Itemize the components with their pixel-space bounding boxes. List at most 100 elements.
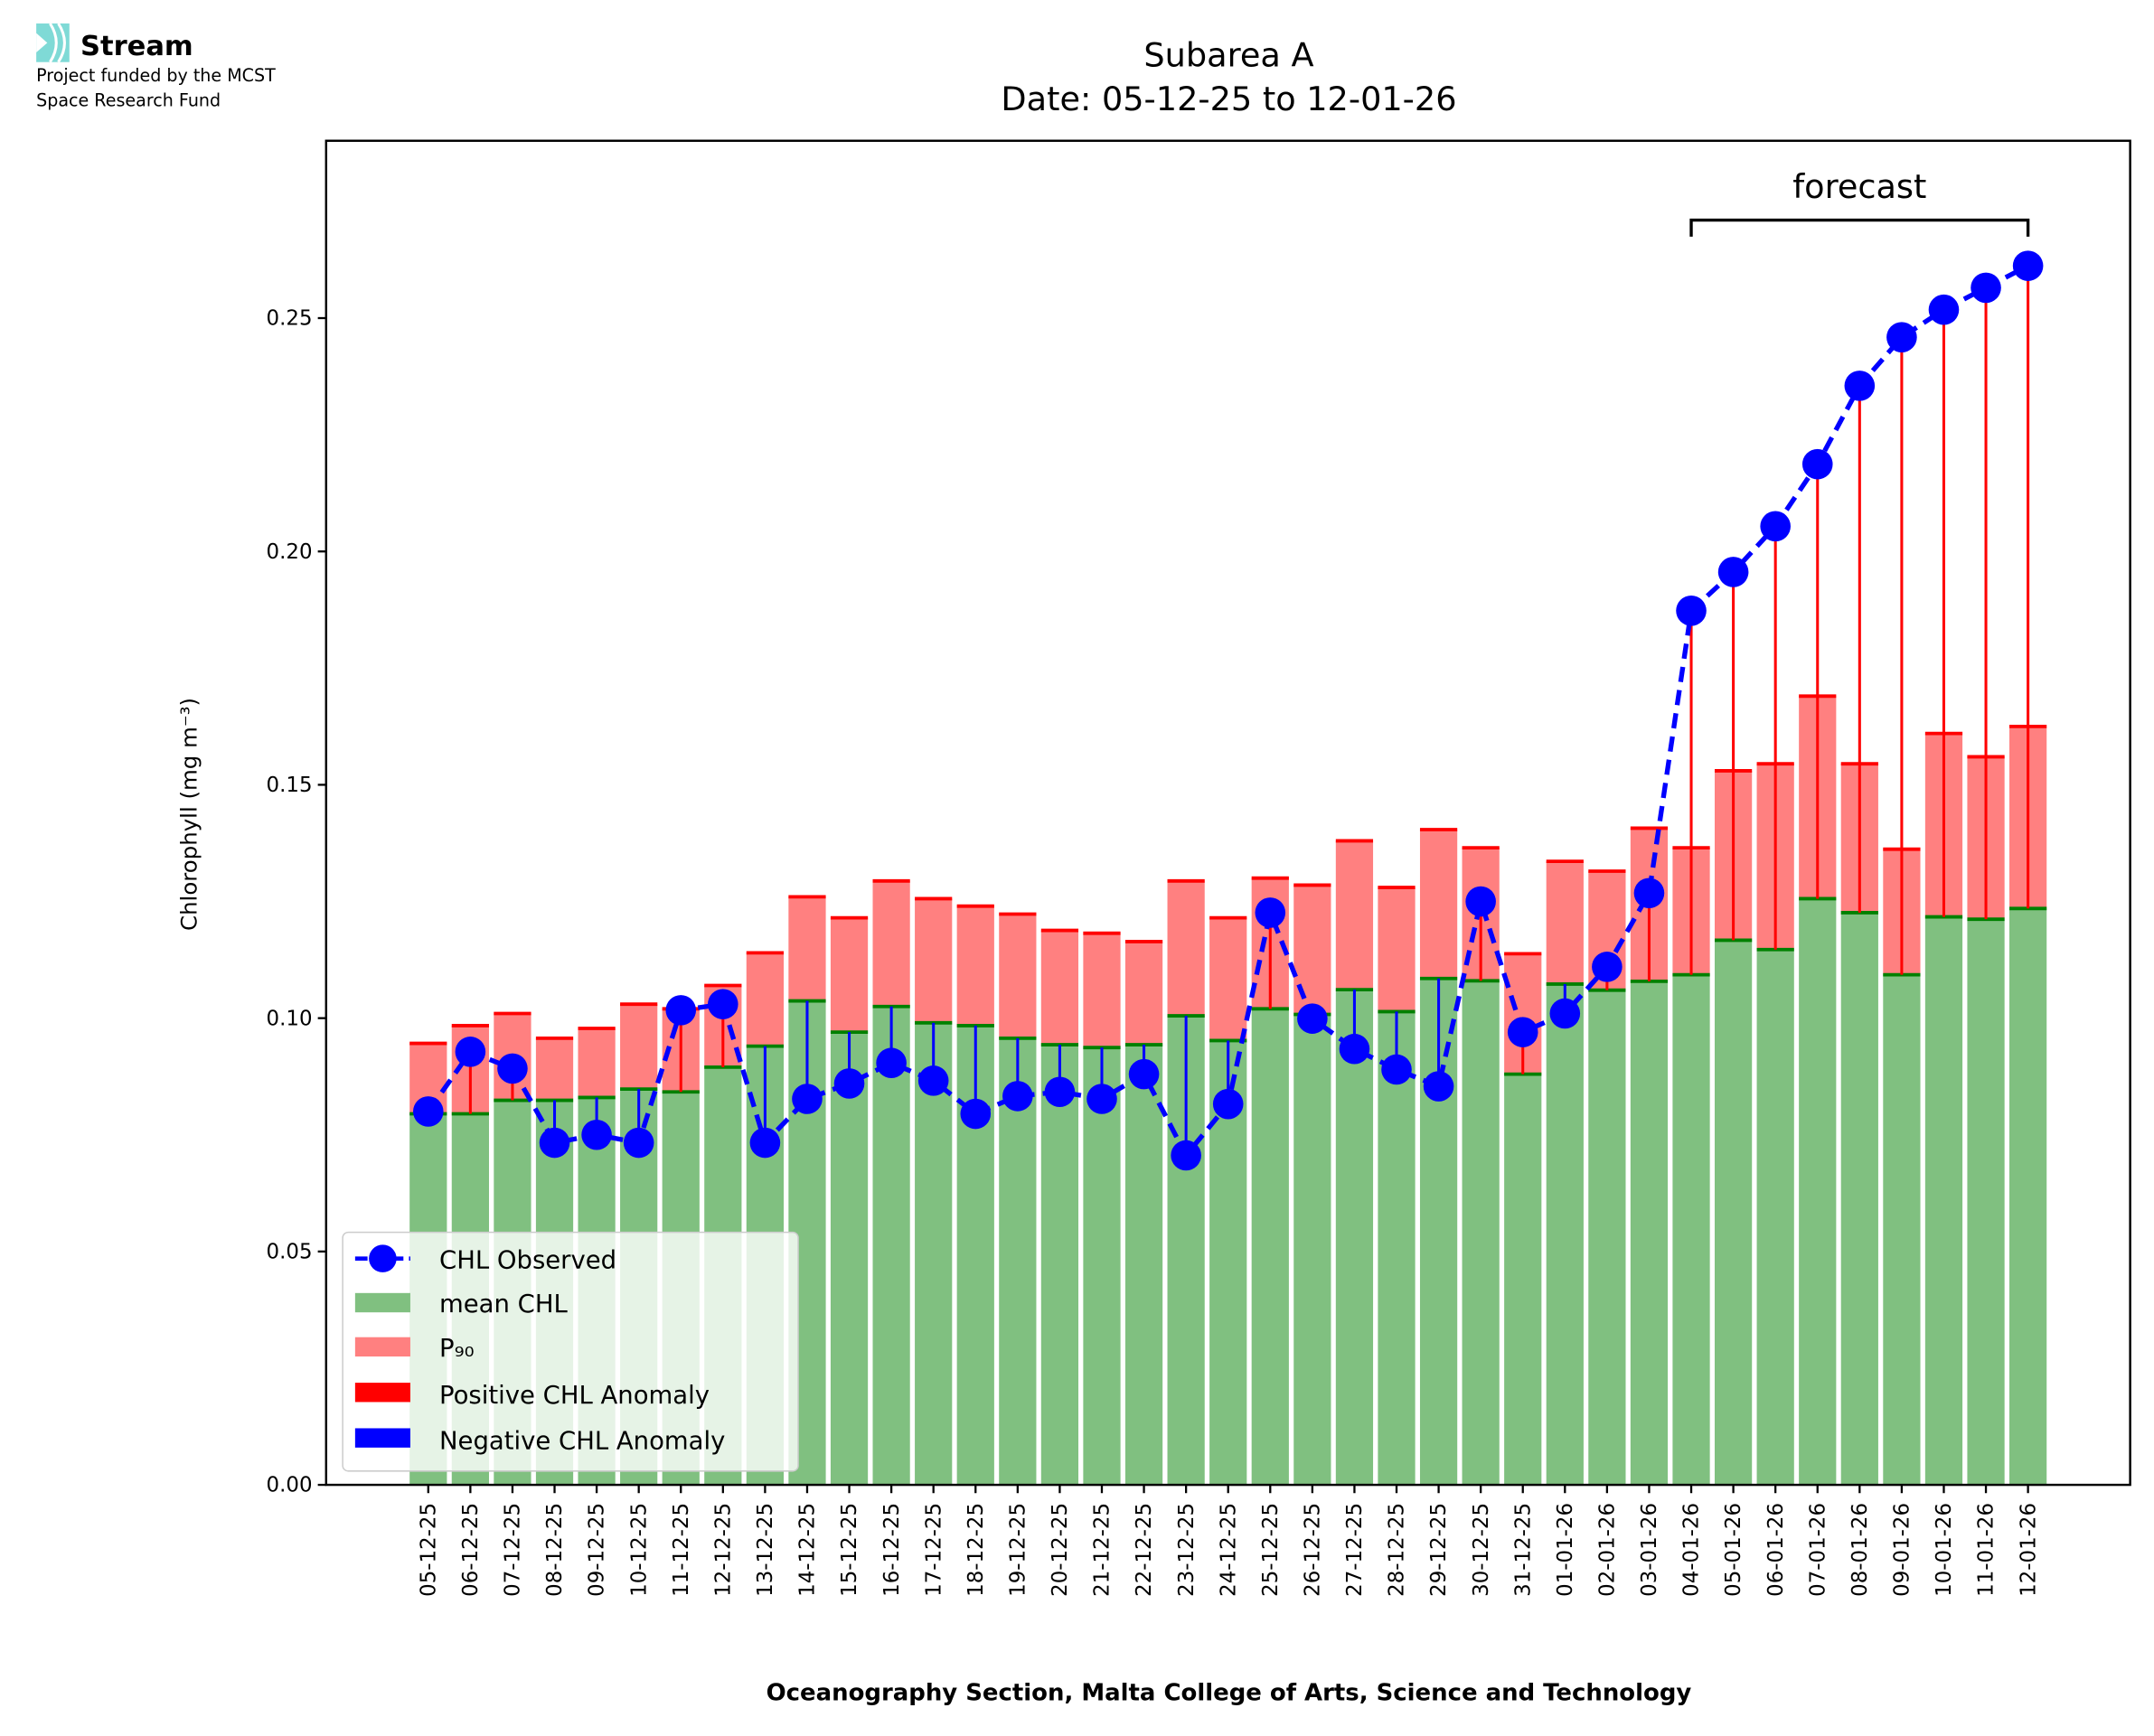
p90-bar — [1293, 885, 1331, 1015]
y-tick-label: 0.25 — [267, 307, 313, 331]
observed-point — [1171, 1140, 1201, 1171]
mean-bar — [1924, 916, 1963, 1486]
x-tick-label: 10-12-25 — [627, 1503, 651, 1597]
legend: CHL Observed mean CHL P₉₀ Positive CHL A… — [342, 1231, 799, 1472]
axes-frame — [325, 139, 2131, 1487]
x-tick-label: 31-12-25 — [1511, 1503, 1535, 1597]
x-tick-label: 08-12-25 — [543, 1503, 567, 1597]
legend-label-mean: mean CHL — [439, 1290, 568, 1318]
p90-bar — [1083, 933, 1121, 1048]
p90-bar — [1419, 830, 1458, 979]
legend-observed-marker — [369, 1244, 397, 1272]
legend-p90-swatch — [354, 1337, 410, 1357]
observed-point — [1717, 557, 1749, 587]
observed-point — [1339, 1033, 1370, 1065]
mean-bar — [1378, 1011, 1416, 1486]
x-tick-label: 14-12-25 — [796, 1503, 820, 1597]
legend-positive-swatch — [354, 1383, 410, 1403]
mean-bar — [1588, 990, 1626, 1486]
y-tick-label: 0.00 — [267, 1474, 313, 1497]
x-axis-label: Oceanography Section, Malta College of A… — [767, 1679, 1692, 1706]
p90-bar — [872, 880, 910, 1007]
mean-bar — [1967, 919, 2005, 1486]
x-tick-label: 10-01-26 — [1933, 1503, 1956, 1597]
x-tick-label: 17-12-25 — [922, 1503, 945, 1597]
y-axis-label: Chlorophyll (mg m⁻³) — [175, 698, 202, 931]
observed-point — [1465, 886, 1496, 917]
x-tick-label: 06-01-26 — [1764, 1503, 1788, 1597]
x-tick-label: 20-12-25 — [1049, 1503, 1072, 1597]
legend-label-p90: P₉₀ — [439, 1334, 475, 1363]
observed-point — [497, 1053, 528, 1084]
mean-bar — [1630, 981, 1669, 1486]
mean-bar — [1251, 1009, 1289, 1486]
p90-bar — [746, 952, 785, 1046]
x-tick-label: 16-12-25 — [880, 1503, 904, 1597]
observed-point — [539, 1127, 570, 1159]
mean-bar — [915, 1022, 953, 1486]
observed-point — [581, 1119, 612, 1150]
y-tick-label: 0.05 — [267, 1241, 313, 1264]
x-tick-label: 12-12-25 — [711, 1503, 735, 1597]
x-tick-label: 02-01-26 — [1596, 1503, 1620, 1597]
observed-point — [1592, 952, 1623, 982]
legend-mean-swatch — [354, 1292, 410, 1313]
mean-bar — [999, 1037, 1037, 1486]
observed-point — [1255, 897, 1286, 928]
mean-bar — [1124, 1045, 1163, 1486]
x-tick-label: 23-12-25 — [1175, 1503, 1199, 1597]
mean-bar — [1714, 940, 1753, 1486]
forecast-annotation: forecast — [1689, 167, 2030, 237]
p90-bar — [1124, 941, 1163, 1046]
chart-title: Subarea A — [1143, 35, 1313, 74]
mean-bar — [1462, 981, 1500, 1486]
x-tick-label: 30-12-25 — [1470, 1503, 1493, 1597]
x-tick-label: 22-12-25 — [1133, 1503, 1156, 1597]
p90-bar — [999, 914, 1037, 1038]
x-tick-label: 09-01-26 — [1891, 1503, 1914, 1597]
mean-bar — [1040, 1045, 1079, 1486]
observed-point — [1549, 998, 1581, 1029]
x-tick-label: 21-12-25 — [1091, 1503, 1115, 1597]
logo: Stream Project funded by the MCST Space … — [36, 23, 276, 111]
x-tick-label: 01-01-26 — [1554, 1503, 1577, 1597]
x-tick-label: 13-12-25 — [754, 1503, 777, 1597]
stream-logo-icon — [36, 23, 70, 63]
p90-bar — [1335, 840, 1374, 990]
observed-point — [792, 1084, 823, 1114]
x-tick-label: 06-12-25 — [459, 1503, 483, 1597]
observed-point — [960, 1098, 992, 1130]
logo-funding-line2: Space Research Fund — [36, 91, 221, 111]
observed-point — [1971, 272, 2001, 304]
observed-point — [749, 1127, 781, 1159]
x-tick-label: 03-01-26 — [1638, 1503, 1661, 1597]
observed-point — [1044, 1076, 1076, 1108]
mean-bar — [1756, 949, 1794, 1486]
x-tick-label: 09-12-25 — [586, 1503, 609, 1597]
chart-subtitle: Date: 05-12-25 to 12-01-26 — [1001, 80, 1456, 118]
observed-point — [1423, 1071, 1454, 1102]
mean-bar — [1335, 990, 1374, 1486]
observed-point — [1844, 371, 1876, 401]
p90-bar — [578, 1028, 616, 1098]
x-tick-label: 05-12-25 — [417, 1503, 440, 1597]
observed-point — [1801, 448, 1833, 480]
p90-bar — [830, 917, 869, 1033]
legend-label-observed: CHL Observed — [439, 1245, 616, 1274]
observed-point — [1886, 322, 1917, 352]
mean-bar — [1504, 1074, 1542, 1486]
p90-bar — [1040, 930, 1079, 1046]
x-tick-label: 29-12-25 — [1427, 1503, 1451, 1597]
observed-point — [1928, 294, 1960, 325]
mean-bar — [2009, 908, 2047, 1486]
p90-bar — [915, 898, 953, 1023]
x-tick-label: 12-01-26 — [2017, 1503, 2040, 1597]
mean-bar — [1083, 1047, 1121, 1486]
mean-bar — [1293, 1014, 1331, 1486]
mean-bar — [1672, 974, 1710, 1486]
x-tick-label: 11-12-25 — [670, 1503, 693, 1597]
p90-bar — [1378, 887, 1416, 1012]
forecast-label: forecast — [1792, 167, 1926, 206]
observed-point — [413, 1096, 444, 1127]
observed-point — [708, 989, 738, 1019]
